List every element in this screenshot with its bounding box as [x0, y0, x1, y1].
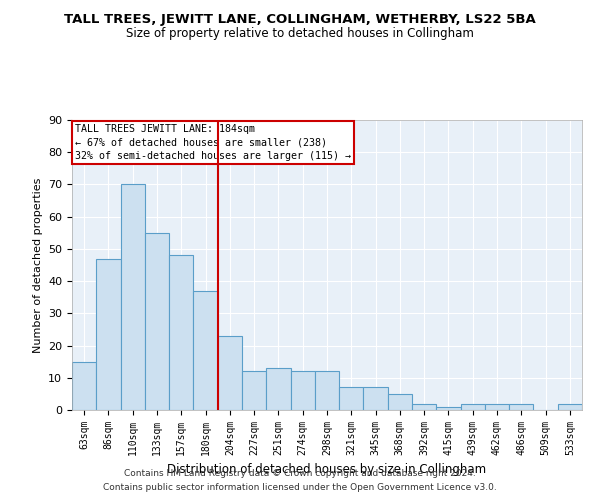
Bar	[145, 233, 169, 410]
Text: TALL TREES JEWITT LANE: 184sqm
← 67% of detached houses are smaller (238)
32% of: TALL TREES JEWITT LANE: 184sqm ← 67% of …	[74, 124, 350, 161]
Bar	[388, 394, 412, 410]
Bar	[96, 258, 121, 410]
Bar	[509, 404, 533, 410]
Bar	[266, 368, 290, 410]
Bar	[290, 372, 315, 410]
Bar	[461, 404, 485, 410]
Y-axis label: Number of detached properties: Number of detached properties	[32, 178, 43, 352]
Bar	[339, 388, 364, 410]
Bar	[193, 291, 218, 410]
Bar	[412, 404, 436, 410]
Text: Contains public sector information licensed under the Open Government Licence v3: Contains public sector information licen…	[103, 484, 497, 492]
Bar	[121, 184, 145, 410]
Bar	[218, 336, 242, 410]
Text: Size of property relative to detached houses in Collingham: Size of property relative to detached ho…	[126, 28, 474, 40]
Text: Contains HM Land Registry data © Crown copyright and database right 2024.: Contains HM Land Registry data © Crown c…	[124, 468, 476, 477]
Bar	[485, 404, 509, 410]
Text: TALL TREES, JEWITT LANE, COLLINGHAM, WETHERBY, LS22 5BA: TALL TREES, JEWITT LANE, COLLINGHAM, WET…	[64, 12, 536, 26]
X-axis label: Distribution of detached houses by size in Collingham: Distribution of detached houses by size …	[167, 464, 487, 476]
Bar	[558, 404, 582, 410]
Bar	[169, 256, 193, 410]
Bar	[72, 362, 96, 410]
Bar	[436, 407, 461, 410]
Bar	[364, 388, 388, 410]
Bar	[315, 372, 339, 410]
Bar	[242, 372, 266, 410]
